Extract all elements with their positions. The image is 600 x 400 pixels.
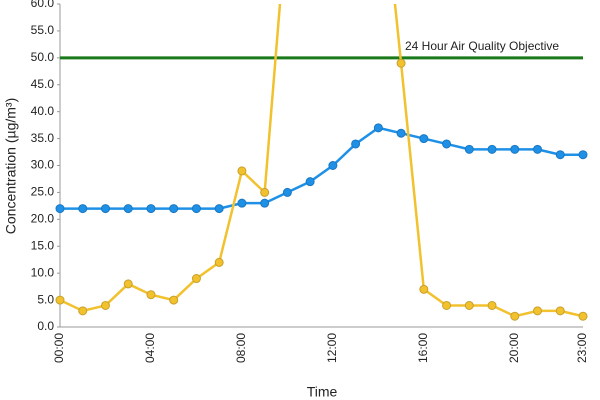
marker	[146, 290, 156, 300]
marker	[282, 187, 292, 197]
y-tick-label: 55.0	[31, 23, 55, 37]
marker	[260, 198, 270, 208]
x-axis-title: Time	[307, 384, 338, 400]
marker	[442, 139, 452, 149]
marker	[100, 300, 110, 310]
x-tick-label: 20:00	[507, 333, 521, 363]
y-axis-title: Concentration (µg/m³)	[3, 98, 19, 234]
y-tick-label: 25.0	[31, 185, 55, 199]
marker	[191, 274, 201, 284]
marker	[396, 128, 406, 138]
x-tick-label: 23:00	[575, 333, 589, 363]
marker	[237, 166, 247, 176]
marker	[100, 204, 110, 214]
y-tick-label: 10.0	[31, 265, 55, 279]
marker	[351, 139, 361, 149]
marker	[191, 204, 201, 214]
marker	[510, 144, 520, 154]
x-tick-label: 08:00	[234, 333, 248, 363]
y-tick-label: 30.0	[31, 158, 55, 172]
y-tick-label: 5.0	[37, 292, 54, 306]
y-tick-label: 40.0	[31, 104, 55, 118]
marker	[419, 134, 429, 144]
y-tick-label: 45.0	[31, 77, 55, 91]
marker	[464, 144, 474, 154]
y-tick-label: 15.0	[31, 238, 55, 252]
plot-area	[55, 4, 588, 321]
marker	[487, 300, 497, 310]
marker	[55, 204, 65, 214]
y-tick-label: 50.0	[31, 50, 55, 64]
marker	[78, 306, 88, 316]
marker	[260, 187, 270, 197]
x-tick-label: 12:00	[325, 333, 339, 363]
marker	[78, 204, 88, 214]
marker	[464, 300, 474, 310]
marker	[169, 295, 179, 305]
y-tick-label: 35.0	[31, 131, 55, 145]
marker	[146, 204, 156, 214]
marker	[214, 257, 224, 267]
y-tick-label: 60.0	[31, 0, 55, 10]
marker	[555, 150, 565, 160]
marker	[214, 204, 224, 214]
marker	[55, 295, 65, 305]
reference-label: 24 Hour Air Quality Objective	[405, 39, 559, 53]
marker	[237, 198, 247, 208]
marker	[328, 161, 338, 170]
marker	[305, 177, 315, 187]
marker	[510, 311, 520, 321]
marker	[373, 123, 383, 133]
series-line	[60, 126, 583, 210]
x-tick-label: 00:00	[52, 333, 66, 363]
marker	[578, 150, 588, 160]
x-tick-label: 16:00	[416, 333, 430, 363]
marker	[442, 300, 452, 310]
marker	[396, 58, 406, 68]
marker	[123, 204, 133, 214]
marker	[123, 279, 133, 289]
marker	[169, 204, 179, 214]
marker	[578, 311, 588, 321]
x-tick-label: 04:00	[143, 333, 157, 363]
marker	[533, 306, 543, 316]
marker	[555, 306, 565, 316]
y-tick-label: 0.0	[37, 319, 54, 333]
marker	[487, 144, 497, 154]
marker	[419, 284, 429, 294]
y-tick-label: 20.0	[31, 212, 55, 226]
marker	[533, 144, 543, 154]
